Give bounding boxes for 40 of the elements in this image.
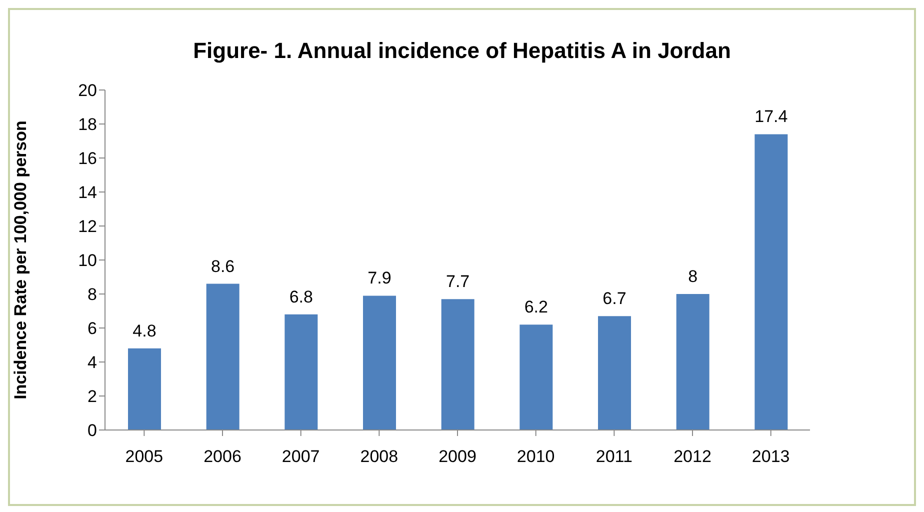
x-tick-label: 2005 (125, 447, 164, 466)
y-tick-label: 14 (78, 183, 97, 202)
x-tick-label: 2007 (282, 447, 320, 466)
bar (284, 314, 318, 430)
y-tick-label: 16 (78, 149, 97, 168)
bar (363, 296, 396, 430)
y-tick-label: 6 (88, 319, 97, 338)
data-label: 8 (688, 267, 698, 286)
chart-title: Figure- 1. Annual incidence of Hepatitis A in Jordan (192, 38, 732, 64)
data-label: 7.7 (446, 272, 470, 292)
bar (520, 324, 553, 430)
x-tick-label: 2013 (752, 447, 790, 466)
x-tick-label: 2012 (674, 447, 712, 466)
y-tick-label: 10 (78, 251, 97, 270)
y-tick-label: 8 (88, 285, 97, 304)
data-label: 8.6 (211, 256, 235, 276)
x-tick-label: 2010 (516, 447, 555, 466)
data-label: 17.4 (754, 107, 788, 126)
bar (598, 316, 631, 430)
bar (754, 134, 788, 430)
y-tick-label: 0 (88, 421, 97, 440)
x-tick-label: 2006 (204, 447, 242, 466)
data-label: 6.8 (289, 287, 313, 306)
bar (206, 284, 240, 430)
data-label: 6.2 (524, 298, 548, 317)
y-tick-label: 12 (78, 217, 97, 236)
data-label: 6.7 (602, 289, 626, 308)
data-label: 4.8 (132, 321, 156, 340)
y-tick-label: 18 (78, 115, 97, 134)
x-tick-label: 2008 (360, 447, 398, 466)
x-tick-label: 2011 (596, 447, 632, 466)
x-tick-label: 2009 (438, 447, 476, 466)
y-tick-label: 4 (88, 353, 97, 372)
y-axis-title: Incidence Rate per 100,000 person (11, 120, 30, 400)
bar (441, 299, 474, 430)
y-tick-label: 20 (78, 81, 97, 100)
bar (676, 294, 710, 430)
data-label: 7.9 (368, 268, 392, 288)
bar (128, 348, 161, 430)
y-tick-label: 2 (88, 387, 97, 406)
